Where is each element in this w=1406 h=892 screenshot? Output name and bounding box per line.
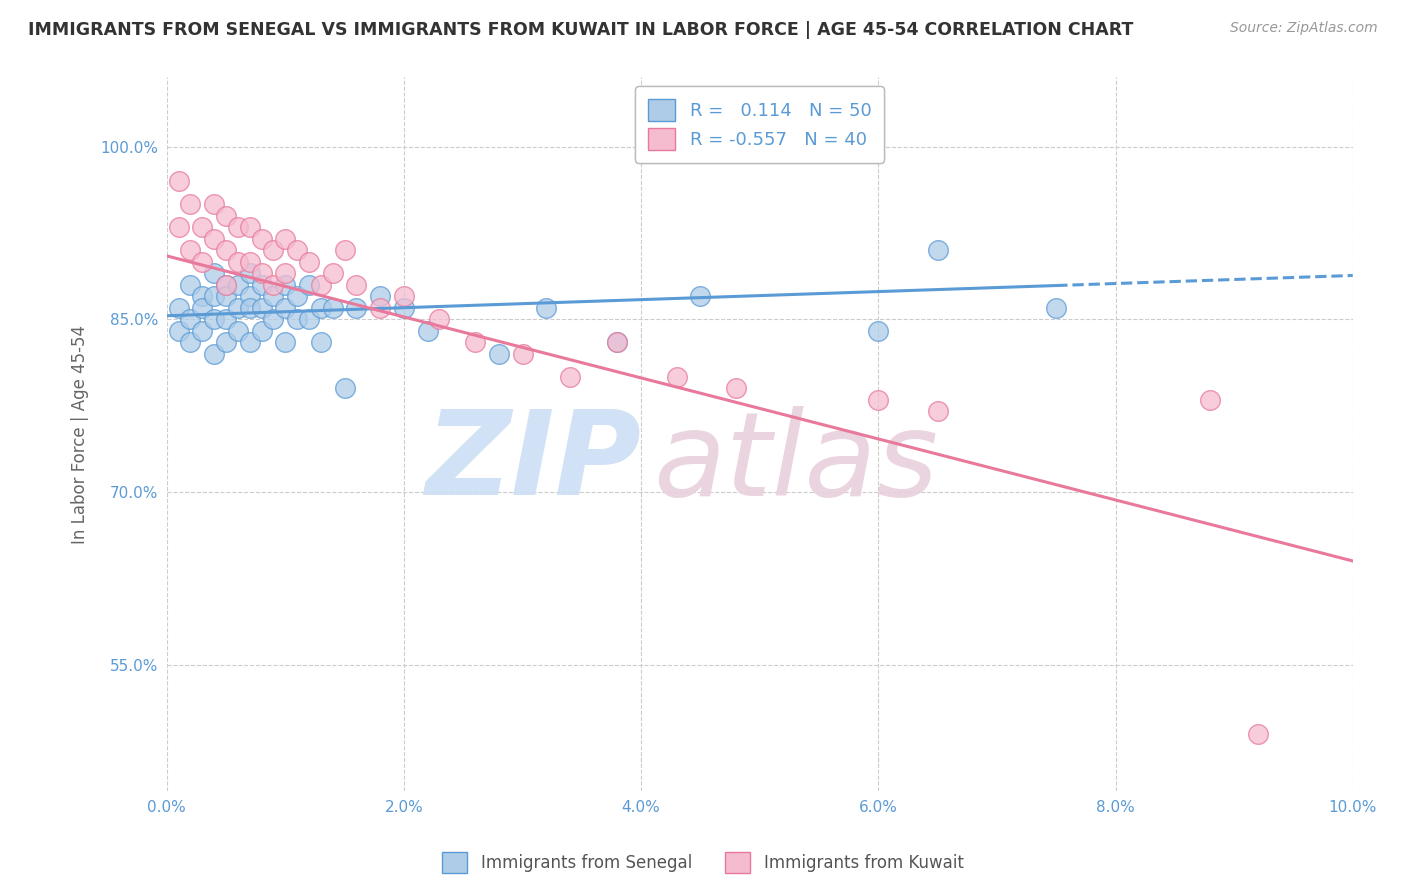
Point (239, 289, 262, 303)
Point (416, 324, 439, 338)
Point (179, 243, 201, 257)
Point (239, 254, 262, 268)
Point (868, 324, 890, 338)
Point (250, 301, 273, 315)
Point (250, 277, 273, 292)
Point (309, 301, 332, 315)
Point (215, 277, 238, 292)
Point (262, 289, 284, 303)
Point (274, 266, 297, 280)
Point (202, 232, 225, 246)
Point (298, 254, 321, 268)
Point (868, 392, 890, 407)
Point (202, 312, 225, 326)
Point (250, 324, 273, 338)
Point (429, 312, 451, 326)
Point (167, 174, 190, 188)
Point (191, 324, 214, 338)
Point (346, 301, 368, 315)
Text: ZIP: ZIP (425, 405, 641, 520)
Point (558, 369, 581, 384)
Point (226, 277, 249, 292)
Point (215, 209, 238, 223)
Point (333, 381, 356, 395)
Point (1045, 301, 1067, 315)
Point (322, 301, 344, 315)
Legend: R =   0.114   N = 50, R = -0.557   N = 40: R = 0.114 N = 50, R = -0.557 N = 40 (636, 87, 884, 163)
Point (191, 301, 214, 315)
Point (262, 243, 284, 257)
Point (298, 312, 321, 326)
Y-axis label: In Labor Force | Age 45-54: In Labor Force | Age 45-54 (72, 325, 89, 544)
Point (191, 254, 214, 268)
Point (239, 266, 262, 280)
Point (239, 301, 262, 315)
Point (215, 289, 238, 303)
Point (179, 312, 201, 326)
Point (285, 312, 308, 326)
Point (346, 277, 368, 292)
Point (202, 347, 225, 361)
Point (215, 243, 238, 257)
Point (392, 301, 415, 315)
Point (250, 266, 273, 280)
Point (191, 289, 214, 303)
Point (226, 301, 249, 315)
Point (534, 301, 557, 315)
Point (167, 324, 190, 338)
Point (202, 266, 225, 280)
Point (202, 289, 225, 303)
Point (724, 381, 747, 395)
Point (250, 232, 273, 246)
Point (274, 301, 297, 315)
Point (274, 277, 297, 292)
Point (665, 369, 688, 384)
Point (285, 289, 308, 303)
Point (226, 220, 249, 235)
Point (202, 197, 225, 211)
Point (927, 404, 949, 418)
Point (309, 335, 332, 350)
Point (226, 254, 249, 268)
Point (606, 335, 628, 350)
Point (262, 312, 284, 326)
Point (274, 335, 297, 350)
Point (179, 277, 201, 292)
Point (927, 243, 949, 257)
Point (215, 335, 238, 350)
Point (274, 232, 297, 246)
Point (512, 347, 534, 361)
Point (179, 335, 201, 350)
Point (368, 301, 391, 315)
Point (226, 324, 249, 338)
Point (191, 220, 214, 235)
Text: IMMIGRANTS FROM SENEGAL VS IMMIGRANTS FROM KUWAIT IN LABOR FORCE | AGE 45-54 COR: IMMIGRANTS FROM SENEGAL VS IMMIGRANTS FR… (28, 21, 1133, 38)
Point (298, 277, 321, 292)
Point (689, 289, 711, 303)
Legend: Immigrants from Senegal, Immigrants from Kuwait: Immigrants from Senegal, Immigrants from… (436, 846, 970, 880)
Text: Source: ZipAtlas.com: Source: ZipAtlas.com (1230, 21, 1378, 35)
Point (392, 289, 415, 303)
Point (215, 312, 238, 326)
Point (239, 335, 262, 350)
Point (285, 243, 308, 257)
Point (488, 347, 510, 361)
Point (333, 243, 356, 257)
Point (167, 301, 190, 315)
Point (215, 277, 238, 292)
Point (239, 220, 262, 235)
Point (262, 277, 284, 292)
Point (1199, 392, 1222, 407)
Point (179, 197, 201, 211)
Point (167, 220, 190, 235)
Point (309, 277, 332, 292)
Point (322, 266, 344, 280)
Point (606, 335, 628, 350)
Point (464, 335, 486, 350)
Text: atlas: atlas (652, 406, 938, 520)
Point (1247, 726, 1270, 740)
Point (368, 289, 391, 303)
